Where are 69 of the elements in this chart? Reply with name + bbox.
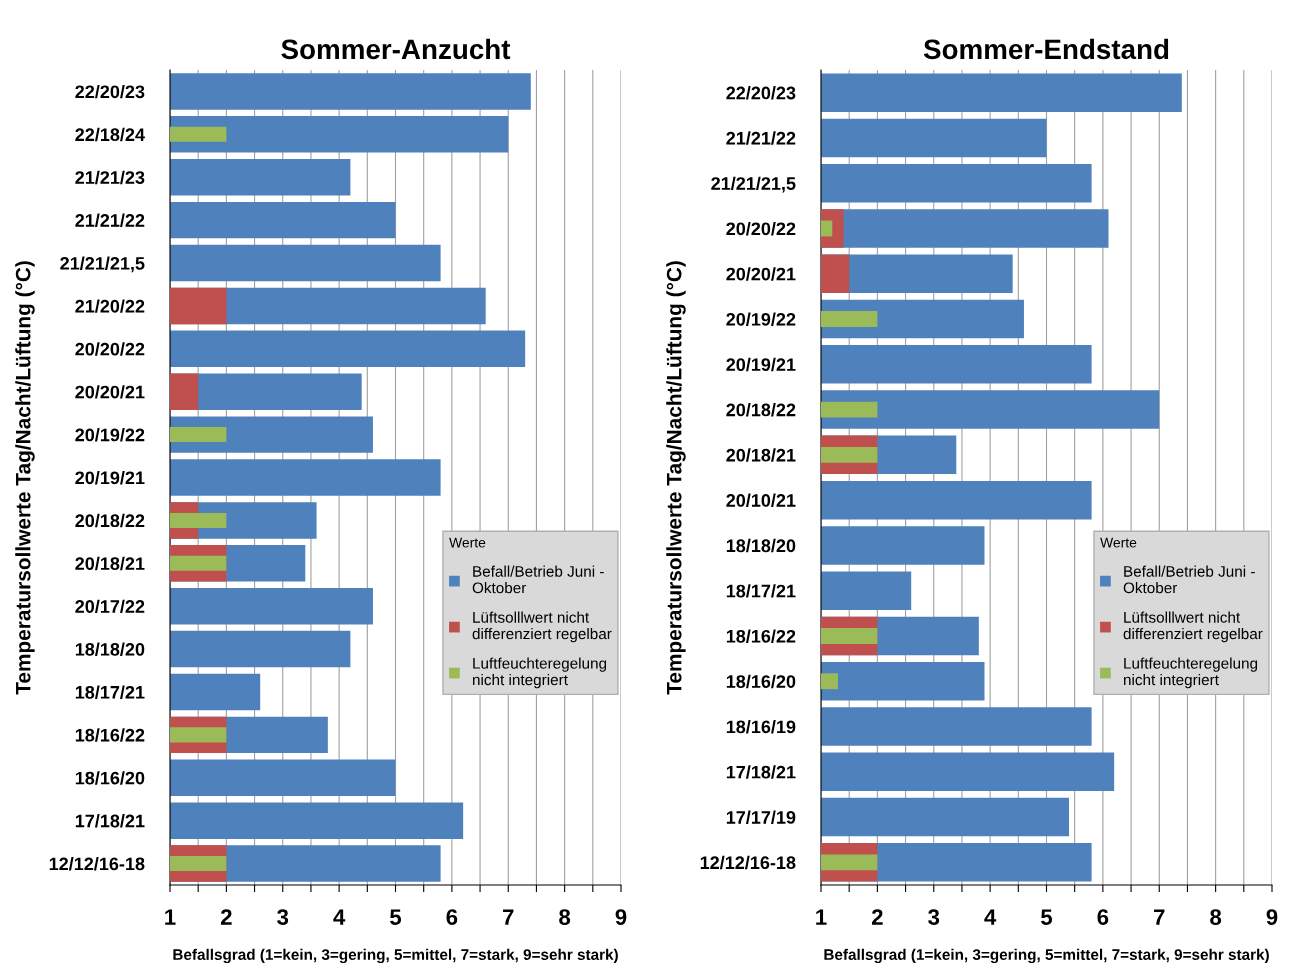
y-tick-label: 20/19/22 [726, 312, 796, 326]
y-tick-label: 18/18/20 [75, 642, 145, 656]
y-tick-label: 18/16/19 [726, 719, 796, 734]
y-tick-label: 21/21/21,5 [711, 176, 796, 193]
y-tick-label: 18/18/20 [726, 538, 796, 553]
y-tick-label: 21/20/22 [75, 299, 145, 313]
legend-label: Luftfeuchteregelung nicht integriert [1124, 657, 1258, 689]
x-tick-label: 8 [559, 909, 571, 925]
x-tick-label: 2 [871, 909, 883, 925]
y-tick-label: 20/19/21 [726, 357, 796, 372]
chart-title: Sommer-Endstand [923, 38, 1169, 60]
y-tick-label: 20/20/21 [726, 267, 796, 281]
y-tick-label: 18/16/20 [726, 674, 796, 689]
y-tick-label: 20/19/21 [75, 470, 145, 485]
x-tick-label: 5 [1041, 909, 1053, 925]
y-tick-label: 20/18/22 [726, 403, 796, 417]
y-tick-label: 20/10/21 [726, 493, 796, 508]
x-tick-label: 3 [928, 909, 940, 925]
legend-label: Lüftsolllwert nicht differenziert regelbar [1123, 611, 1263, 643]
x-tick-label: 6 [1097, 909, 1109, 925]
y-tick-label: 20/18/22 [75, 513, 145, 528]
y-tick-label: 18/16/22 [726, 629, 796, 643]
y-tick-label: 18/16/22 [75, 728, 145, 742]
chart-title: Sommer-Anzucht [281, 38, 511, 60]
x-axis-title: Befallsgrad (1=kein, 3=gering, 5=mittel, 7=stark, 9=sehr stark) [824, 948, 1269, 964]
legend-label: Befall/Betrieb Juni - Oktober [472, 565, 604, 594]
y-tick-label: 17/17/19 [726, 810, 796, 824]
x-tick-label: 8 [1210, 909, 1222, 925]
y-tick-label: 22/20/23 [726, 86, 796, 100]
y-tick-label: 20/20/22 [726, 221, 796, 236]
y-tick-label: 21/21/22 [75, 213, 145, 228]
y-tick-label: 20/18/21 [726, 448, 796, 462]
x-tick-label: 7 [503, 909, 514, 925]
x-tick-label: 9 [1266, 909, 1278, 925]
y-tick-label: 17/18/21 [75, 814, 145, 828]
legend-title: Werte [1100, 537, 1137, 548]
x-tick-label: 7 [1154, 909, 1165, 925]
y-tick-label: 17/18/21 [726, 765, 796, 779]
y-tick-label: 20/19/22 [75, 428, 145, 442]
y-axis-title: Temperatursollwerte Tag/Nacht/Lüftung (°C) [666, 261, 686, 695]
y-axis-title: Temperatursollwerte Tag/Nacht/Lüftung (°C) [15, 261, 35, 695]
x-tick-label: 1 [165, 909, 176, 925]
legend-label: Luftfeuchteregelung nicht integriert [473, 657, 607, 689]
x-tick-label: 6 [446, 909, 458, 925]
y-tick-label: 22/20/23 [75, 84, 145, 99]
legend-label: Lüftsolllwert nicht differenziert regelbar [472, 611, 612, 643]
x-axis-title: Befallsgrad (1=kein, 3=gering, 5=mittel, 7=stark, 9=sehr stark) [173, 948, 618, 964]
x-tick-label: 5 [390, 909, 402, 925]
x-tick-label: 9 [615, 909, 627, 925]
y-tick-label: 18/17/21 [726, 584, 796, 598]
y-tick-label: 20/20/22 [75, 342, 145, 356]
legend-label: Befall/Betrieb Juni - Oktober [1123, 565, 1255, 594]
x-tick-label: 2 [220, 909, 232, 925]
y-tick-label: 12/12/16-18 [49, 857, 145, 871]
y-tick-label: 21/21/22 [726, 131, 796, 145]
x-tick-label: 3 [277, 909, 289, 925]
y-tick-label: 20/18/21 [75, 556, 145, 571]
x-tick-label: 1 [816, 909, 827, 925]
y-tick-label: 12/12/16-18 [700, 855, 796, 870]
y-tick-label: 20/17/22 [75, 599, 145, 614]
y-tick-label: 22/18/24 [75, 127, 145, 142]
legend-title: Werte [449, 537, 486, 548]
y-tick-label: 21/21/23 [75, 170, 145, 185]
x-tick-label: 4 [984, 909, 997, 925]
y-tick-label: 20/20/21 [75, 385, 145, 399]
x-tick-label: 4 [333, 909, 346, 925]
y-tick-label: 21/21/21,5 [60, 256, 145, 273]
y-tick-label: 18/16/20 [75, 771, 145, 785]
y-tick-label: 18/17/21 [75, 685, 145, 699]
